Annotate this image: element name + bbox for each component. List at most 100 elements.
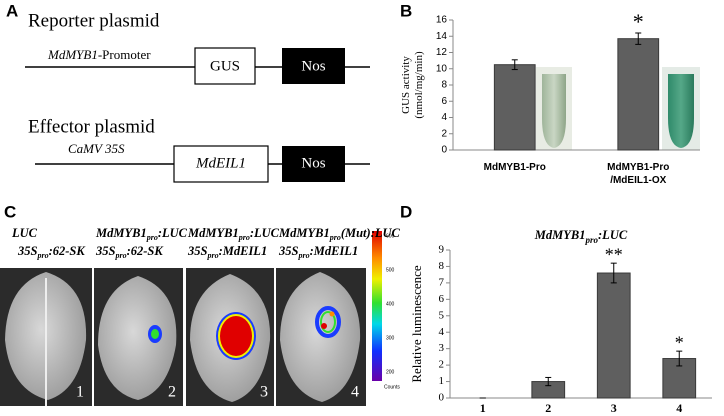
signal [329, 311, 335, 317]
error-bar [545, 376, 552, 387]
bar [596, 272, 631, 399]
text-segment: MdMYB1 [95, 226, 147, 240]
tube-photo [662, 67, 700, 150]
colorbar-tick-label: 500 [386, 267, 395, 273]
text-segment: 35S [95, 244, 116, 258]
y-tick-label: 6 [441, 96, 447, 107]
colorbar-tick-label: 600 [386, 233, 395, 239]
x-tick-label-line: MdMYB1-Pro [607, 162, 669, 173]
construct-title: Reporter plasmid [28, 10, 160, 31]
signal [220, 316, 252, 356]
terminator-label: Nos [301, 58, 325, 74]
y-tick-label: 2 [441, 128, 447, 139]
signal [315, 306, 341, 338]
colorbar-tick-label: 400 [386, 301, 395, 307]
subscript: pro [329, 233, 341, 242]
rich-text: MdMYB1pro(Mut):LUC [278, 226, 401, 242]
y-tick-label: 16 [436, 15, 448, 26]
error-bar [635, 32, 642, 45]
y-tick-label: 12 [436, 47, 448, 58]
promoter-suffix: -Promoter [98, 47, 151, 62]
tube [668, 74, 694, 148]
rich-text: LUC [11, 226, 38, 240]
tube-photo [536, 67, 572, 150]
text-segment: :LUC [158, 226, 188, 240]
text-segment: 35S [17, 244, 38, 258]
x-tick-label: 2 [545, 401, 551, 415]
y-axis-label: GUS activity(nmol/mg/min) [400, 51, 425, 119]
leaf [98, 276, 177, 400]
gene-label: MdEIL1 [195, 155, 246, 171]
gene-box [194, 47, 256, 85]
panel-label: B [400, 1, 412, 20]
rich-text: 35Spro:MdEIL1 [278, 244, 358, 260]
y-tick-label: 1 [439, 375, 445, 387]
gene-label: GUS [210, 58, 240, 74]
x-tick-label: MdMYB1-Pro [484, 162, 546, 173]
y-tick-label: 14 [436, 31, 448, 42]
leaf-image [276, 268, 366, 406]
x-tick-label-line: 3 [611, 401, 617, 415]
y-tick-label: 6 [439, 293, 445, 305]
text-segment: MdMYB1 [278, 226, 330, 240]
y-axis-label: Relative luminescence [409, 265, 424, 383]
y-tick-label: 5 [439, 309, 445, 321]
text-segment: :62-SK [49, 244, 87, 258]
signal [321, 323, 327, 329]
error-bar [676, 350, 683, 367]
colorbar-unit: Counts [384, 384, 400, 390]
panel-label: D [400, 202, 412, 221]
colorbar-tick-label: 200 [386, 369, 395, 375]
x-tick-label-line: /MdEIL1-OX [610, 175, 666, 186]
x-tick-label: 1 [480, 401, 486, 415]
subscript: pro [36, 251, 48, 260]
terminator-box [282, 48, 345, 84]
y-axis-label-line: (nmol/mg/min) [413, 51, 425, 119]
colorbar-tick-label: 300 [386, 335, 395, 341]
x-tick-label-line: 4 [676, 401, 682, 415]
gene-name: MdMYB1 [47, 47, 98, 62]
leaf-image [0, 268, 92, 406]
error-bar [610, 262, 617, 284]
error-bar [511, 59, 518, 71]
terminator-label: Nos [301, 155, 325, 171]
y-tick-label: 2 [439, 359, 445, 371]
rich-text: MdMYB1pro:LUC [187, 226, 280, 242]
y-tick-label: 4 [441, 112, 447, 123]
y-tick-label: 9 [439, 244, 445, 256]
promoter-label: CaMV 35S [68, 141, 125, 156]
rich-text: MdMYB1pro:LUC [95, 226, 188, 242]
signal [151, 329, 159, 339]
bar [493, 64, 536, 151]
colorbar [372, 231, 382, 381]
sample-number: 1 [76, 384, 84, 401]
x-tick-label-line: MdMYB1-Pro [484, 162, 546, 173]
rich-text: MdMYB1pro:LUC [534, 228, 628, 245]
x-tick-label-line: 1 [480, 401, 486, 415]
rich-text: 35Spro:MdEIL1 [187, 244, 267, 260]
x-tick-label: 3 [611, 401, 617, 415]
text-segment: :LUC [598, 228, 628, 242]
signal [320, 311, 336, 333]
leaf [280, 272, 361, 402]
promoter-label: MdMYB1-Promoter [47, 47, 151, 62]
rich-text: 35Spro:62-SK [17, 244, 86, 260]
text-segment: 35S [187, 244, 208, 258]
text-segment: LUC [11, 226, 38, 240]
leaf-image [186, 268, 274, 406]
x-tick-label-line: 2 [545, 401, 551, 415]
subscript: pro [206, 251, 218, 260]
y-axis-label-line: GUS activity [400, 56, 412, 114]
y-tick-label: 3 [439, 342, 445, 354]
text-segment: MdMYB1 [534, 228, 586, 242]
text-segment: (Mut):LUC [341, 226, 401, 240]
significance: ** [605, 244, 623, 264]
text-segment: :LUC [250, 226, 280, 240]
subscript: pro [238, 233, 250, 242]
panel-label: C [4, 202, 16, 221]
tube [542, 74, 566, 148]
x-tick-label: 4 [676, 401, 682, 415]
sample-number: 4 [351, 384, 359, 401]
